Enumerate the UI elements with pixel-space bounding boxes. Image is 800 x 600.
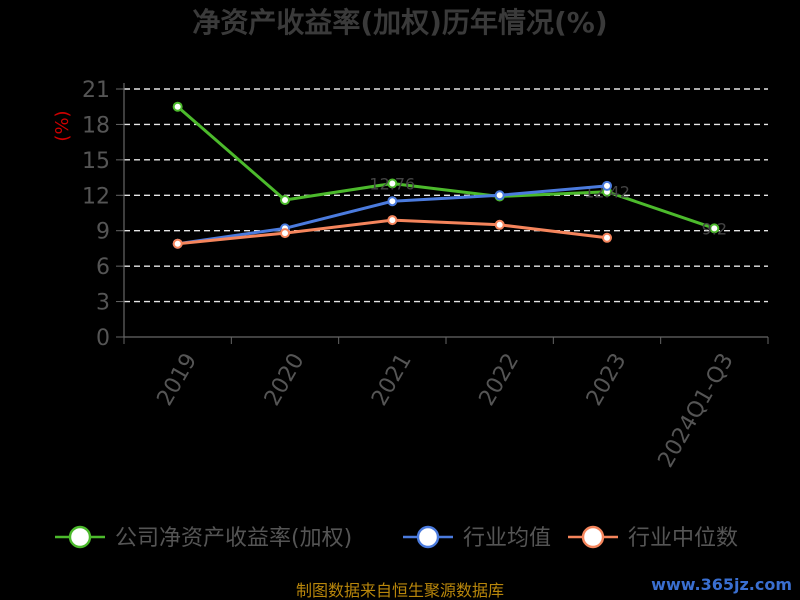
legend-item-2: 行业中位数 [568,525,738,551]
data-point [494,219,505,230]
legend-marker [581,525,605,549]
axes [123,83,769,344]
data-point [709,223,720,234]
source-note: 制图数据来自恒生聚源数据库 [296,581,504,600]
y-tick-label: 3 [96,291,110,316]
series-0: 12.76 12.429.2 [172,101,727,238]
y-tick-labels: 0 3 6 9 12 15 18 21 [82,78,110,351]
legend: 公司净资产收益率(加权) 行业均值 行业中位数 [55,525,738,551]
data-point [172,101,183,112]
data-point [494,190,505,201]
series-group: 12.76 12.429.2 [172,101,727,249]
x-tick-labels: 2019 2020 2021 2022 2023 2024Q1-Q3 [153,349,739,472]
legend-item-1: 行业均值 [403,525,551,551]
legend-label: 公司净资产收益率(加权) [115,526,352,551]
data-point [280,228,290,239]
x-tick-label: 2020 [260,349,310,410]
legend-label: 行业均值 [463,526,551,551]
legend-marker [416,525,440,549]
legend-item-0: 公司净资产收益率(加权) [55,525,352,551]
data-point [172,238,183,249]
y-tick-label: 18 [82,113,110,138]
y-tick-label: 15 [82,149,110,174]
y-tick-label: 12 [82,184,110,209]
data-label: 9.2 [702,219,727,238]
x-tick-label: 2024Q1-Q3 [654,349,739,472]
x-tick-label: 2021 [367,349,417,410]
x-tick-label: 2022 [475,349,525,410]
series-2 [172,215,612,249]
y-tick-label: 6 [96,255,110,280]
data-label: 12.76 [369,174,415,193]
data-point [602,232,612,243]
y-tick-label: 0 [96,326,110,351]
data-point [602,180,612,191]
grid-lines [116,88,768,338]
x-tick-label: 2019 [153,349,203,410]
data-point [280,195,290,206]
legend-label: 行业中位数 [628,526,738,551]
x-tick-label: 2023 [582,349,632,410]
watermark: www.365jz.com [651,575,792,594]
data-point [387,215,398,226]
series-line [176,105,715,230]
y-tick-label: 9 [96,220,110,245]
y-axis-label: (%) [52,110,73,141]
legend-marker [68,525,92,549]
data-point [387,178,398,189]
y-tick-label: 21 [82,78,110,103]
chart-title: 净资产收益率(加权)历年情况(%) [192,6,607,39]
data-point [387,196,398,207]
